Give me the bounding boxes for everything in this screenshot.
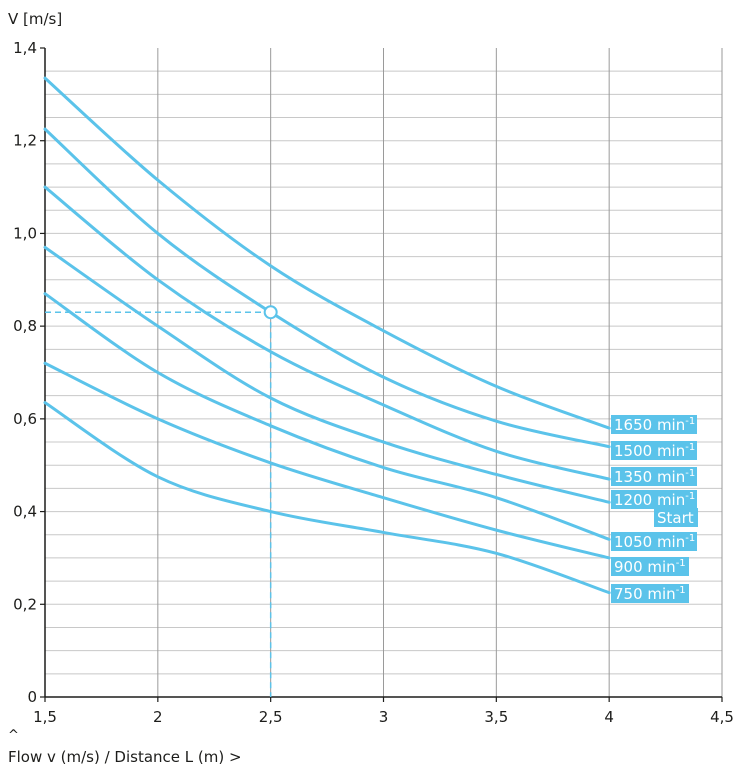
start-label: Start <box>657 509 694 527</box>
marker-point <box>265 306 277 318</box>
series-labels: 1650 min-1 1500 min-1 1350 min-1 1200 min-1… <box>611 415 698 603</box>
y-tick-label: 1,4 <box>13 39 37 57</box>
y-tick-label: 0 <box>27 688 37 706</box>
x-tick-label: 2 <box>153 708 163 726</box>
y-axis-title: V [m/s] <box>8 10 62 28</box>
series-label: 750 min-1 <box>614 585 686 603</box>
series-label: 900 min-1 <box>614 558 686 576</box>
series-line <box>45 403 609 593</box>
x-tick-label: 3,5 <box>484 708 508 726</box>
x-tick-label: 2,5 <box>259 708 283 726</box>
x-tick-label: 4 <box>604 708 614 726</box>
axes: 0 0,2 0,4 0,6 0,8 1,0 1,2 1,4 1,5 2 2,5 3 3,5 4 4,5 <box>13 39 734 726</box>
x-axis-caret: ^ <box>8 728 19 743</box>
series-label: 1650 min-1 <box>614 416 695 434</box>
series-line <box>45 247 609 502</box>
x-axis-title: Flow v (m/s) / Distance L (m) > <box>8 748 242 766</box>
series-label: 1050 min-1 <box>614 533 695 551</box>
series-line <box>45 78 609 428</box>
y-tick-label: 0,6 <box>13 410 37 428</box>
series-label: 1500 min-1 <box>614 442 695 460</box>
series-line <box>45 187 609 479</box>
y-tick-label: 1,2 <box>13 132 37 150</box>
y-tick-label: 0,4 <box>13 503 37 521</box>
series-line <box>45 294 609 540</box>
x-tick-label: 4,5 <box>710 708 734 726</box>
y-tick-label: 1,0 <box>13 224 37 242</box>
series-curves <box>45 78 609 593</box>
y-tick-label: 0,2 <box>13 595 37 613</box>
x-tick-label: 1,5 <box>33 708 57 726</box>
series-label: 1200 min-1 <box>614 491 695 509</box>
x-tick-label: 3 <box>379 708 389 726</box>
y-tick-label: 0,8 <box>13 317 37 335</box>
series-label: 1350 min-1 <box>614 468 695 486</box>
